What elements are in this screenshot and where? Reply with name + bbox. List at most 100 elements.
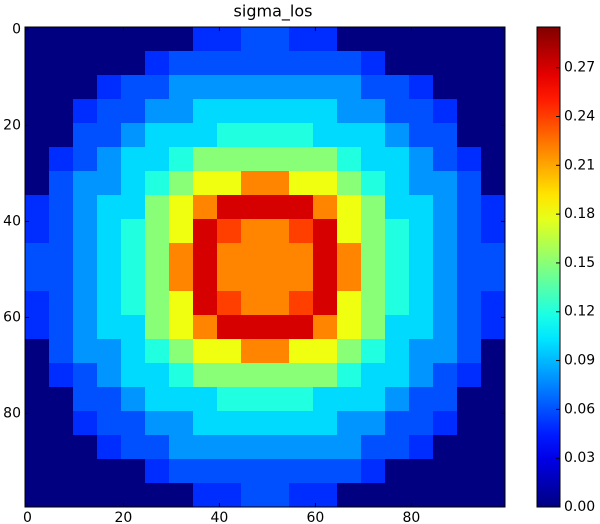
- heatmap-cell: [313, 435, 338, 460]
- heatmap-cell: [193, 27, 218, 52]
- heatmap-cell: [385, 219, 410, 244]
- heatmap-cell: [337, 27, 362, 52]
- heatmap-cell: [409, 75, 434, 100]
- colorbar-tick-label: 0.15: [564, 255, 595, 271]
- heatmap-cell: [49, 75, 74, 100]
- heatmap-cell: [49, 243, 74, 268]
- heatmap-cell: [481, 459, 506, 484]
- heatmap-cell: [361, 123, 386, 148]
- heatmap-cell: [361, 243, 386, 268]
- heatmap-cell: [409, 315, 434, 340]
- heatmap-cell: [481, 51, 506, 76]
- heatmap-cell: [313, 339, 338, 364]
- heatmap-cell: [265, 411, 290, 436]
- heatmap-cell: [49, 435, 74, 460]
- heatmap-cell: [385, 99, 410, 124]
- heatmap-cell: [289, 411, 314, 436]
- heatmap-cell: [49, 387, 74, 412]
- heatmap-cell: [193, 147, 218, 172]
- heatmap-cell: [145, 243, 170, 268]
- heatmap-cell: [361, 267, 386, 292]
- heatmap-cell: [265, 459, 290, 484]
- heatmap-cell: [97, 267, 122, 292]
- heatmap-cell: [145, 267, 170, 292]
- heatmap-cell: [337, 315, 362, 340]
- heatmap-cell: [217, 267, 242, 292]
- heatmap-cell: [217, 363, 242, 388]
- heatmap-cell: [73, 243, 98, 268]
- heatmap-cell: [385, 75, 410, 100]
- heatmap-cell: [385, 171, 410, 196]
- heatmap-cell: [433, 267, 458, 292]
- heatmap: [25, 27, 506, 508]
- heatmap-cell: [265, 339, 290, 364]
- heatmap-cell: [49, 219, 74, 244]
- heatmap-cell: [313, 387, 338, 412]
- x-tick-label: 20: [114, 510, 132, 524]
- heatmap-cell: [145, 315, 170, 340]
- heatmap-cell: [265, 267, 290, 292]
- heatmap-cell: [433, 291, 458, 316]
- heatmap-cell: [457, 75, 482, 100]
- colorbar-tick-label: 0.24: [564, 108, 595, 124]
- heatmap-cell: [97, 459, 122, 484]
- heatmap-cell: [73, 195, 98, 220]
- heatmap-cell: [481, 123, 506, 148]
- colorbar-tick-label: 0.21: [564, 157, 595, 173]
- heatmap-cell: [25, 387, 50, 412]
- heatmap-cell: [265, 27, 290, 52]
- heatmap-cell: [25, 27, 50, 52]
- heatmap-cell: [361, 291, 386, 316]
- heatmap-cell: [121, 243, 146, 268]
- y-tick-label: 0: [12, 21, 21, 37]
- heatmap-cell: [241, 51, 266, 76]
- heatmap-cell: [97, 291, 122, 316]
- heatmap-cell: [265, 147, 290, 172]
- heatmap-cell: [385, 459, 410, 484]
- heatmap-cell: [481, 315, 506, 340]
- heatmap-cell: [73, 147, 98, 172]
- heatmap-cell: [73, 411, 98, 436]
- heatmap-cell: [409, 435, 434, 460]
- heatmap-cell: [121, 339, 146, 364]
- heatmap-cell: [169, 363, 194, 388]
- heatmap-cell: [289, 291, 314, 316]
- heatmap-cell: [361, 195, 386, 220]
- heatmap-cell: [313, 267, 338, 292]
- heatmap-cell: [25, 483, 50, 508]
- colorbar-tick-label: 0.09: [564, 353, 595, 369]
- heatmap-cell: [265, 51, 290, 76]
- heatmap-cell: [241, 339, 266, 364]
- heatmap-cell: [481, 411, 506, 436]
- heatmap-cell: [193, 387, 218, 412]
- heatmap-cell: [337, 123, 362, 148]
- heatmap-cell: [97, 411, 122, 436]
- heatmap-cell: [97, 27, 122, 52]
- heatmap-cell: [409, 387, 434, 412]
- heatmap-cell: [73, 267, 98, 292]
- heatmap-cell: [409, 411, 434, 436]
- heatmap-cell: [457, 363, 482, 388]
- heatmap-cell: [433, 483, 458, 508]
- heatmap-cell: [193, 123, 218, 148]
- heatmap-cell: [313, 315, 338, 340]
- heatmap-cell: [337, 195, 362, 220]
- heatmap-cell: [289, 195, 314, 220]
- heatmap-cell: [361, 51, 386, 76]
- heatmap-cell: [433, 219, 458, 244]
- heatmap-cell: [121, 435, 146, 460]
- heatmap-cell: [313, 459, 338, 484]
- heatmap-cell: [49, 315, 74, 340]
- heatmap-cell: [49, 339, 74, 364]
- heatmap-cell: [73, 459, 98, 484]
- heatmap-cell: [481, 291, 506, 316]
- heatmap-cell: [145, 291, 170, 316]
- heatmap-cell: [433, 363, 458, 388]
- heatmap-cell: [169, 123, 194, 148]
- heatmap-cell: [457, 147, 482, 172]
- heatmap-cell: [73, 27, 98, 52]
- heatmap-cell: [457, 171, 482, 196]
- heatmap-cell: [361, 483, 386, 508]
- heatmap-cell: [169, 147, 194, 172]
